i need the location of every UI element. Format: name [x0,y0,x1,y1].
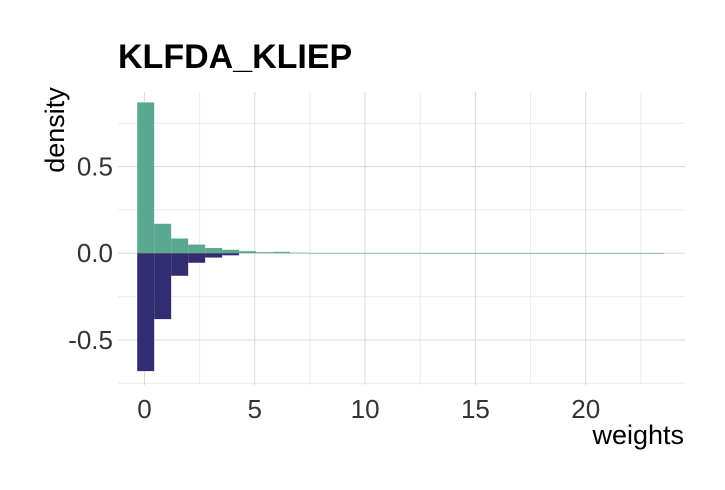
bar-upper [510,253,528,254]
bar-upper [171,238,189,254]
bar-upper [154,223,172,254]
bar-upper [409,252,426,254]
x-tick-label: 10 [351,394,380,424]
x-tick-label: 15 [461,394,490,424]
bar-upper [375,252,393,254]
x-axis-label: weights [591,420,684,450]
bar-lower [222,253,240,256]
bar-upper [324,252,342,254]
y-tick-label: 0.5 [77,152,113,182]
y-tick-label: -0.5 [68,325,113,355]
y-axis-label: density [40,87,70,173]
bar-upper [561,253,579,254]
bar-upper [307,252,325,254]
bars [137,102,664,372]
bar-upper [205,248,223,254]
bar-upper [493,253,511,254]
bar-upper [239,251,257,254]
bar-lower [154,253,172,320]
bar-upper [578,253,596,254]
bar-upper [273,251,291,254]
bar-upper [442,253,460,254]
bar-upper [425,253,443,254]
bar-upper [256,252,274,254]
bar-upper [392,252,410,254]
bar-lower [188,253,206,263]
bar-lower [205,253,223,258]
y-tick-label: 0.0 [77,238,113,268]
x-tick-label: 20 [571,394,600,424]
x-tick-label: 5 [248,394,262,424]
bar-upper [358,252,376,254]
tick-labels: 0 5 10 15 20 -0.5 0.0 0.5 [68,152,600,424]
bar-lower [137,253,155,372]
bar-upper [527,253,545,254]
chart-title: KLFDA_KLIEP [118,38,352,76]
bar-upper [341,252,359,254]
bar-lower [171,253,189,276]
bar-upper [476,253,494,254]
grid [118,92,685,385]
bar-upper [137,102,155,254]
bar-upper [222,249,240,254]
bar-upper [646,253,664,254]
bar-upper [290,252,308,254]
bar-upper [459,253,477,254]
bar-upper [612,253,630,254]
bar-upper [188,244,206,254]
bar-upper [544,253,562,254]
bar-upper [629,253,647,254]
bar-upper [595,253,613,254]
x-tick-label: 0 [137,394,151,424]
